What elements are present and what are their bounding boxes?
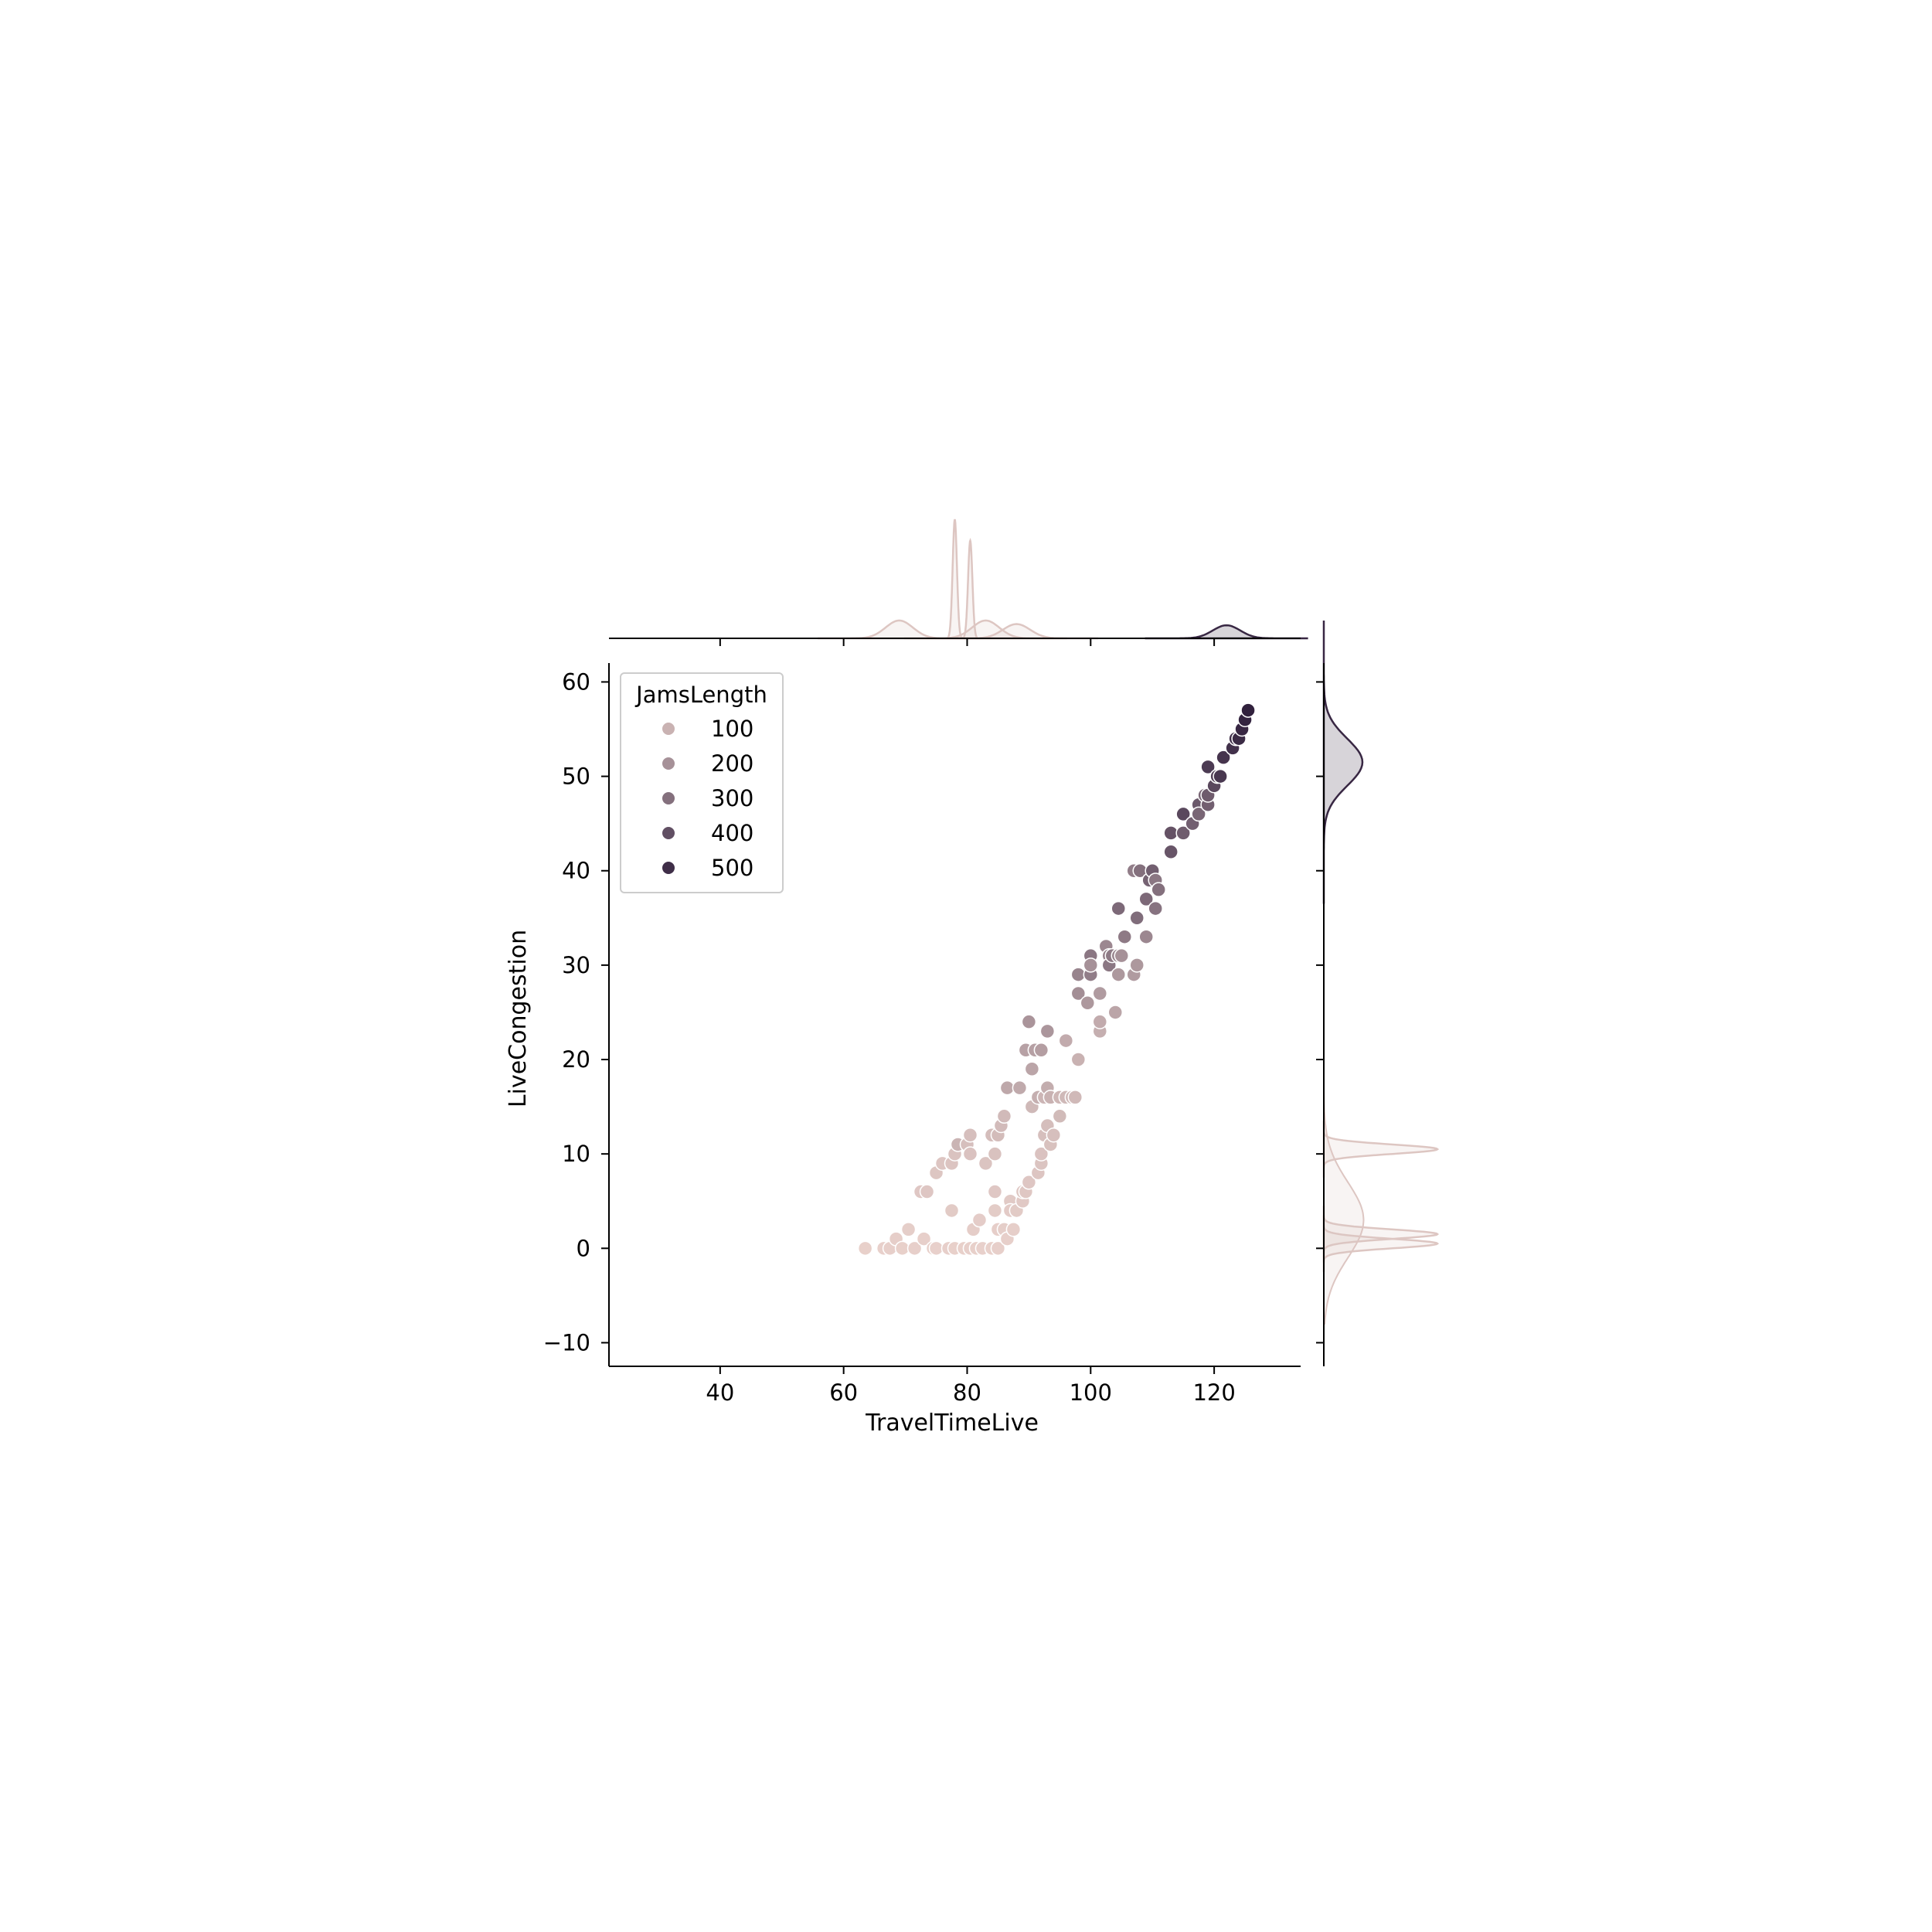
marginal-y-kde-curve — [1322, 621, 1364, 904]
data-point — [990, 1240, 1006, 1257]
data-point — [1191, 806, 1206, 822]
data-point — [1070, 1052, 1087, 1067]
data-point — [1033, 1146, 1049, 1162]
data-point — [1058, 1032, 1074, 1049]
data-point — [919, 1184, 935, 1199]
data-point — [916, 1231, 932, 1247]
data-point — [1111, 900, 1127, 917]
data-point — [1021, 1175, 1037, 1190]
x-tick-label: 80 — [953, 1379, 981, 1406]
y-tick-label: 20 — [562, 1046, 590, 1073]
data-point — [1024, 1061, 1040, 1077]
y-tick-label: 30 — [562, 952, 590, 978]
data-point — [1148, 900, 1163, 917]
data-point — [1092, 985, 1108, 1002]
data-point — [1107, 1005, 1124, 1020]
y-tick-label: 40 — [562, 858, 590, 884]
data-point — [1240, 702, 1256, 718]
legend-marker — [662, 792, 675, 804]
legend-entries: 100 200 300 400 500 — [662, 716, 753, 881]
data-point — [1005, 1222, 1022, 1237]
data-point — [944, 1202, 960, 1219]
data-point — [1213, 768, 1228, 784]
x-axis-title: TravelTimeLive — [865, 1410, 1039, 1437]
y-tick-label: 60 — [562, 668, 590, 695]
data-point — [971, 1212, 988, 1228]
data-point — [1070, 985, 1087, 1002]
y-tick-label: 10 — [562, 1141, 590, 1167]
legend-marker — [662, 757, 675, 770]
legend-label: 100 — [711, 716, 753, 742]
data-point — [996, 1108, 1012, 1124]
scatter-points — [857, 702, 1256, 1257]
data-point — [962, 1146, 978, 1162]
data-point — [987, 1146, 1003, 1162]
data-point — [1012, 1080, 1028, 1096]
legend-label: 200 — [711, 750, 753, 777]
data-point — [1033, 1043, 1049, 1058]
data-point — [857, 1240, 873, 1257]
data-point — [987, 1202, 1003, 1219]
axes: 40 60 80 100 120 −10 0 10 20 30 40 50 60 — [543, 638, 1325, 1406]
data-point — [1175, 806, 1191, 822]
data-point — [1151, 882, 1166, 897]
marginal-y-kde — [1322, 621, 1440, 1325]
data-point — [1111, 967, 1127, 982]
y-axis-title: LiveCongestion — [505, 930, 532, 1107]
x-tick-label: 40 — [706, 1379, 734, 1406]
legend-label: 500 — [711, 855, 753, 881]
data-point — [987, 1184, 1003, 1199]
data-point — [1080, 995, 1096, 1011]
data-point — [962, 1127, 978, 1143]
marginal-x-kde-curve — [1145, 624, 1308, 640]
data-point — [978, 1155, 994, 1172]
y-tick-label: 0 — [577, 1235, 590, 1261]
legend-label: 400 — [711, 820, 753, 846]
data-point — [1114, 947, 1130, 964]
data-point — [906, 1240, 923, 1257]
data-point — [1117, 929, 1133, 944]
legend-marker — [662, 862, 675, 874]
data-point — [900, 1222, 917, 1237]
x-tick-label: 60 — [829, 1379, 858, 1406]
marginal-y-kde-curve — [1322, 1121, 1440, 1178]
legend-marker — [662, 723, 675, 735]
data-point — [1129, 957, 1145, 973]
data-point — [1052, 1108, 1068, 1124]
data-point — [1216, 750, 1231, 765]
y-tick-label: 50 — [562, 764, 590, 790]
marginal-x-kde — [818, 519, 1308, 640]
data-point — [1163, 844, 1179, 860]
data-point — [1129, 910, 1145, 926]
data-point — [1021, 1014, 1037, 1029]
data-point — [1039, 1023, 1056, 1039]
x-tick-label: 120 — [1192, 1379, 1235, 1406]
legend-marker — [662, 827, 675, 839]
legend-frame — [620, 672, 784, 893]
legend-label: 300 — [711, 785, 753, 811]
data-point — [1138, 891, 1154, 907]
marginal-y-kde-curve — [1323, 1078, 1365, 1325]
x-tick-label: 100 — [1070, 1379, 1112, 1406]
data-point — [1067, 1090, 1083, 1105]
data-point — [1083, 957, 1099, 973]
data-point — [1175, 825, 1191, 841]
data-point — [1046, 1127, 1062, 1143]
data-point — [1092, 1014, 1108, 1029]
data-point — [1138, 929, 1154, 944]
y-tick-label: −10 — [543, 1329, 590, 1355]
legend: JamsLength 100 200 300 400 500 — [620, 672, 784, 893]
marginal-x-kde-curve — [941, 519, 968, 640]
data-point — [1200, 759, 1216, 775]
legend-title: JamsLength — [634, 682, 767, 708]
